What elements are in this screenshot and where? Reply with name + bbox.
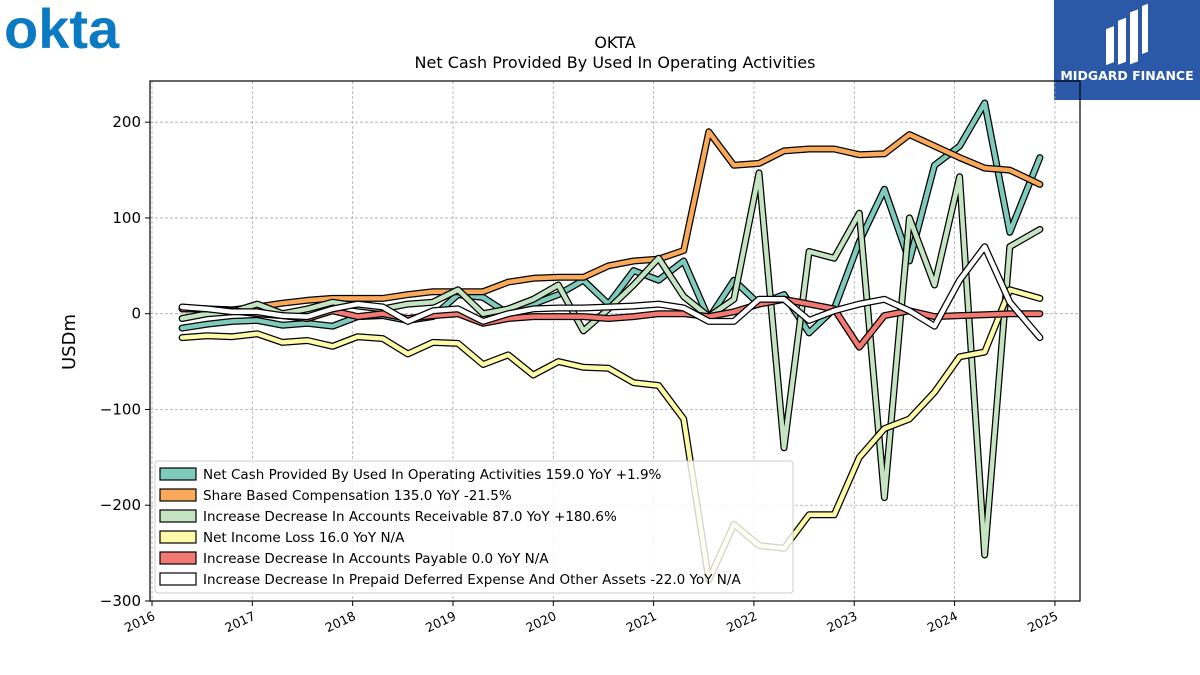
x-tick-label: 2020 (523, 608, 558, 635)
y-tick-label: 200 (112, 113, 141, 131)
legend-swatch (159, 572, 197, 586)
legend-label: Increase Decrease In Accounts Receivable… (203, 509, 617, 525)
y-tick-label: 100 (112, 209, 141, 227)
chart-title: OKTA (594, 33, 635, 52)
series-layer (178, 99, 1044, 584)
x-tick-label: 2017 (222, 608, 257, 635)
series-6 (178, 243, 1044, 342)
midgard-finance-label: MIDGARD FINANCE (1060, 68, 1194, 83)
legend-swatch (159, 467, 197, 481)
legend-label: Share Based Compensation 135.0 YoY -21.5… (203, 488, 512, 504)
series-line (179, 129, 1043, 313)
y-tick-label: −300 (100, 592, 141, 610)
y-tick-label: −100 (100, 400, 141, 418)
series-4 (178, 286, 1044, 584)
midgard-emblem-icon (1106, 3, 1148, 66)
plot-frame (149, 80, 1081, 602)
series-line (179, 287, 1043, 583)
x-tick-label: 2021 (624, 608, 659, 635)
x-tick-label: 2019 (423, 608, 458, 635)
legend-label: Net Cash Provided By Used In Operating A… (203, 467, 662, 483)
legend-swatch (159, 509, 197, 523)
chart-subtitle: Net Cash Provided By Used In Operating A… (415, 53, 816, 72)
okta-logo-text: okta (4, 2, 120, 56)
x-tick-label: 2016 (122, 608, 157, 635)
legend-label: Net Income Loss 16.0 YoY N/A (203, 530, 405, 546)
series-line (179, 244, 1043, 340)
y-axis-label: USDm (59, 314, 80, 370)
legend-label: Increase Decrease In Prepaid Deferred Ex… (203, 572, 741, 588)
x-tick-label: 2018 (323, 608, 358, 635)
okta-logo: okta (4, 2, 120, 56)
x-tick-label: 2022 (724, 608, 759, 635)
y-tick-label: −200 (100, 496, 141, 514)
legend: Net Cash Provided By Used In Operating A… (154, 460, 794, 594)
x-tick-label: 2024 (925, 608, 960, 635)
legend-box (154, 460, 794, 594)
legend-swatch (159, 530, 197, 544)
legend-label: Increase Decrease In Accounts Payable 0.… (203, 551, 549, 567)
x-tick-label: 2025 (1025, 608, 1060, 635)
x-tick-label: 2023 (824, 608, 859, 635)
midgard-finance-logo: MIDGARD FINANCE (1054, 0, 1200, 100)
series-2 (178, 128, 1044, 314)
x-axis-ticks: 2016 2017 2018 2019 2020 2021 2022 2023 2024 2025 (122, 601, 1060, 635)
y-tick-label: 0 (131, 305, 141, 323)
y-axis-ticks: −300 −200 −100 0 100 200 (100, 113, 150, 610)
legend-swatch (159, 551, 197, 565)
legend-swatch (159, 488, 197, 502)
